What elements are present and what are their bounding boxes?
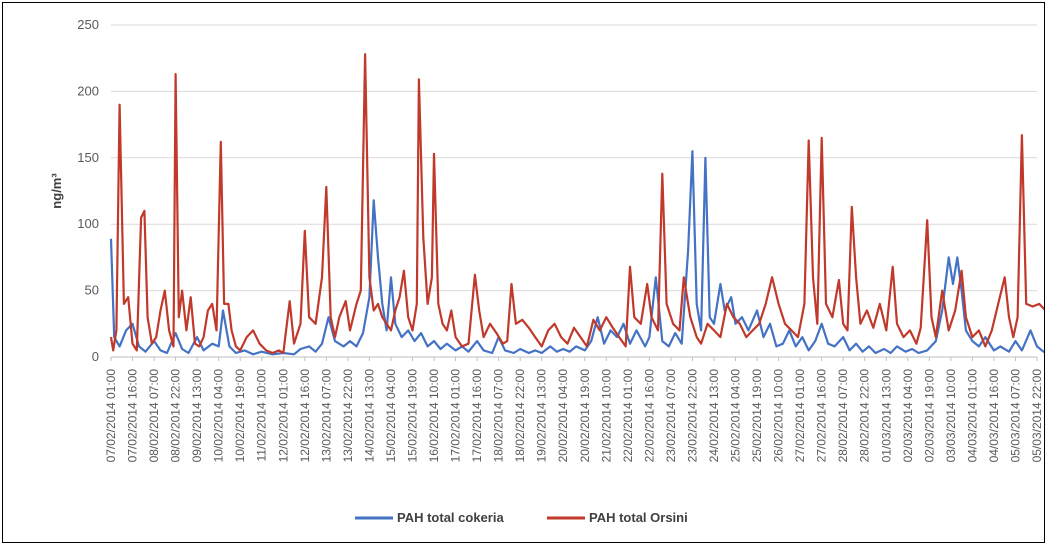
series-lines: [109, 53, 1044, 356]
x-tick-label: 24/02/2014 13:00: [707, 369, 721, 463]
x-tick-label: 08/02/2014 22:00: [169, 369, 183, 463]
x-tick-label: 05/03/2014 22:00: [1030, 369, 1044, 463]
x-tick-label: 27/02/2014 01:00: [793, 369, 807, 463]
x-tick-label: 11/02/2014 10:00: [255, 369, 269, 462]
x-tick-label: 12/02/2014 01:00: [276, 369, 290, 463]
y-tick-label: 50: [85, 283, 99, 298]
series-line: [109, 150, 1044, 356]
y-axis-label: ng/m³: [49, 173, 64, 209]
x-tick-label: 02/03/2014 19:00: [922, 369, 936, 463]
x-tick-label: 01/03/2014 13:00: [879, 369, 893, 463]
x-tick-label: 12/02/2014 16:00: [298, 369, 312, 463]
x-tick-label: 16/02/2014 10:00: [427, 369, 441, 463]
x-tick-label: 25/02/2014 19:00: [750, 369, 764, 463]
x-tick-label: 18/02/2014 07:00: [492, 369, 506, 463]
x-tick-label: 18/02/2014 22:00: [513, 369, 527, 463]
series-line: [109, 53, 1044, 355]
x-tick-label: 26/02/2014 10:00: [772, 369, 786, 463]
y-tick-label: 250: [77, 17, 99, 32]
y-tick-label: 150: [77, 150, 99, 165]
x-tick-label: 17/02/2014 01:00: [449, 369, 463, 463]
x-tick-label: 15/02/2014 19:00: [405, 369, 419, 463]
legend: PAH total cokeria PAH total Orsini: [355, 510, 688, 525]
x-tick-label: 04/03/2014 01:00: [965, 369, 979, 463]
x-tick-label: 13/02/2014 22:00: [341, 369, 355, 463]
x-axis-tick-labels: 07/02/2014 01:00 07/02/2014 16:00 08/02/20…: [104, 357, 1044, 462]
x-tick-label: 02/03/2014 04:00: [901, 369, 915, 463]
x-tick-label: 09/02/2014 13:00: [190, 369, 204, 463]
x-tick-label: 10/02/2014 04:00: [212, 369, 226, 463]
x-tick-label: 20/02/2014 04:00: [556, 369, 570, 463]
y-tick-label: 100: [77, 216, 99, 231]
x-tick-label: 05/03/2014 07:00: [1008, 369, 1022, 463]
gridlines: [111, 24, 1037, 358]
x-tick-label: 27/02/2014 16:00: [815, 369, 829, 463]
y-tick-label: 200: [77, 83, 99, 98]
x-tick-label: 07/02/2014 01:00: [104, 369, 118, 463]
x-tick-label: 22/02/2014 01:00: [621, 369, 635, 463]
x-tick-label: 22/02/2014 16:00: [642, 369, 656, 463]
x-tick-label: 25/02/2014 04:00: [729, 369, 743, 463]
x-tick-label: 23/02/2014 22:00: [685, 369, 699, 463]
x-tick-label: 07/02/2014 16:00: [126, 369, 140, 463]
legend-label: PAH total cokeria: [397, 510, 504, 525]
x-tick-label: 20/02/2014 19:00: [578, 369, 592, 463]
x-tick-label: 10/02/2014 19:00: [233, 369, 247, 463]
x-tick-label: 15/02/2014 04:00: [384, 369, 398, 463]
x-tick-label: 08/02/2014 07:00: [147, 369, 161, 463]
x-tick-label: 28/02/2014 07:00: [836, 369, 850, 463]
x-tick-label: 17/02/2014 16:00: [470, 369, 484, 463]
x-tick-label: 28/02/2014 22:00: [858, 369, 872, 463]
x-tick-label: 21/02/2014 10:00: [599, 369, 613, 463]
x-tick-label: 19/02/2014 13:00: [535, 369, 549, 463]
y-tick-label: 0: [92, 349, 99, 364]
legend-label: PAH total Orsini: [589, 510, 688, 525]
x-tick-label: 13/02/2014 07:00: [319, 369, 333, 463]
x-tick-label: 04/03/2014 16:00: [987, 369, 1001, 463]
y-axis-tick-labels: 0 50 100 150 200 250: [77, 17, 99, 364]
x-tick-label: 03/03/2014 10:00: [944, 369, 958, 463]
x-tick-label: 14/02/2014 13:00: [362, 369, 376, 463]
x-tick-label: 23/02/2014 07:00: [664, 369, 678, 463]
